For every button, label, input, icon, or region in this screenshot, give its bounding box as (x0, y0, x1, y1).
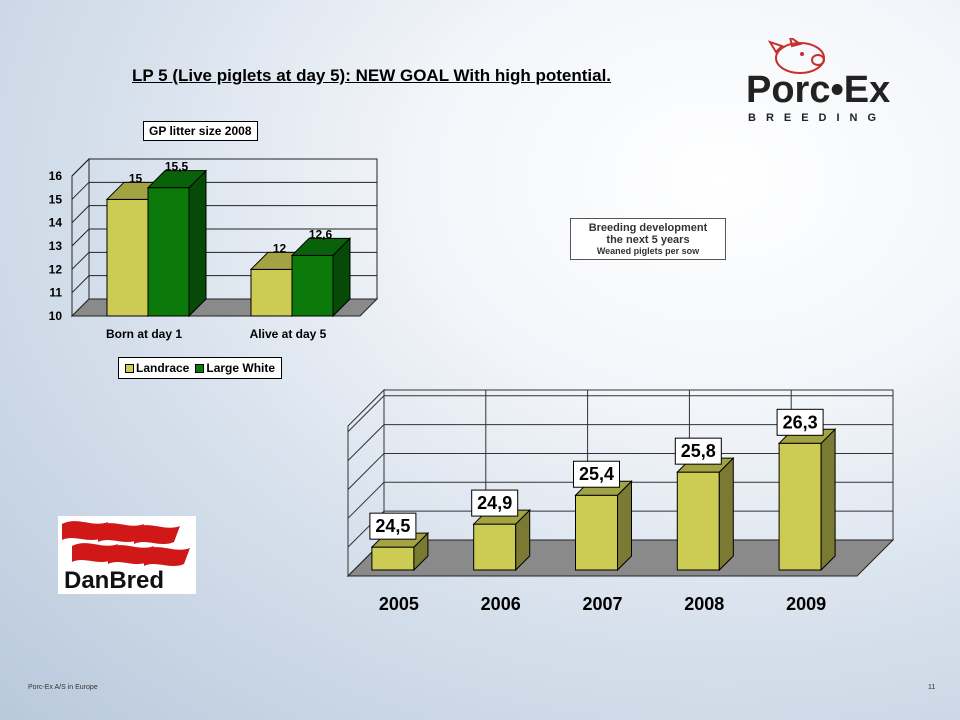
chart1-ytick: 14 (49, 216, 63, 230)
chart1-bar-top (290, 237, 352, 256)
chart2-category-label: 2008 (684, 594, 724, 614)
chart1-ytick: 13 (49, 239, 63, 253)
chart2-bar (676, 456, 735, 572)
chart2-gridline (347, 424, 893, 461)
gp-chart-title: GP litter size 2008 (143, 121, 258, 141)
chart2-data-label-box (471, 489, 519, 517)
porcex-logo: Porc•Ex BREEDING (740, 34, 920, 124)
chart1-bar-front (250, 268, 293, 317)
chart2-gridline (347, 452, 893, 490)
legend-label-landrace: Landrace (136, 361, 190, 375)
page-number: 11 (928, 684, 936, 691)
chart-legend: Landrace Large White (118, 357, 283, 379)
chart2-bar-side (718, 456, 734, 572)
chart1-data-label: 12 (273, 241, 287, 255)
chart1-ytick: 12 (49, 262, 63, 276)
chart1-category-label: Born at day 1 (106, 327, 182, 341)
chart2-bar-front (575, 494, 618, 571)
chart2-data-label-box (369, 512, 417, 540)
chart2-data-label: 24,9 (477, 493, 512, 513)
weaned-piglets-chart: 24,5 2005 24,9 2006 25,4 2007 25,8 2008 26,3 2009 (346, 388, 895, 614)
chart2-category-label: 2009 (786, 594, 826, 614)
chart2-bar (574, 480, 633, 572)
porcex-logo-text: Porc•Ex (746, 69, 890, 111)
chart2-data-label: 25,8 (681, 441, 716, 461)
chart2-data-label: 25,4 (579, 464, 614, 484)
chart2-bar-front (473, 523, 517, 571)
chart2-bar (777, 428, 837, 572)
chart2-data-label-box (674, 437, 722, 465)
chart1-gridline (71, 205, 377, 224)
chart1-category-label: Alive at day 5 (250, 327, 327, 341)
chart1-bar-side (188, 169, 207, 318)
chart2-bar-front (778, 442, 822, 571)
breeding-box-line1: Breeding development (588, 222, 708, 234)
pig-icon (767, 34, 825, 74)
danbred-logo: DanBred (58, 516, 196, 594)
chart1-gridline (71, 158, 377, 177)
chart2-bar-side (617, 480, 632, 572)
chart2-data-label: 26,3 (783, 412, 818, 432)
breeding-box-line2: the next 5 years (606, 234, 690, 246)
chart1-ytick: 11 (49, 286, 62, 300)
chart2-bar-front (371, 546, 415, 571)
chart2-category-label: 2007 (582, 594, 622, 614)
chart1-ytick: 16 (49, 169, 63, 183)
legend-label-large-white: Large White (206, 361, 276, 375)
legend-item-large-white: Large White (195, 361, 275, 375)
chart2-category-label: 2006 (481, 594, 521, 614)
chart1-ytick: 15 (49, 192, 63, 206)
chart2-data-label-box (573, 460, 620, 488)
legend-item-landrace: Landrace (125, 361, 189, 375)
chart2-bar (472, 508, 531, 572)
legend-swatch-landrace (125, 363, 134, 373)
chart1-bar (290, 237, 352, 318)
breeding-box-line3: Weaned piglets per sow (596, 246, 700, 256)
chart1-bar-top (146, 170, 208, 189)
chart1-data-label: 15 (129, 171, 143, 185)
chart1-bar-front (147, 187, 190, 317)
chart1-data-label: 15,5 (165, 160, 189, 174)
chart2-category-label: 2005 (379, 594, 419, 614)
chart1-gridline (71, 181, 377, 200)
legend-swatch-large-white (195, 363, 205, 373)
chart1-data-label: 12,6 (309, 227, 333, 241)
porcex-logo-subtext: BREEDING (748, 112, 886, 124)
chart2-gridline (347, 395, 893, 433)
chart2-bar-front (676, 471, 720, 571)
footer-company: Porc-Ex A/S in Europe (28, 684, 98, 691)
chart1-ytick: 10 (49, 309, 63, 323)
page-title: LP 5 (Live piglets at day 5): NEW GOAL W… (132, 66, 612, 85)
chart2-bar-side (820, 428, 836, 572)
danbred-flag-icon (62, 521, 190, 566)
chart1-bar (146, 169, 208, 318)
breeding-development-box: Breeding development the next 5 years We… (570, 218, 726, 260)
chart2-data-label: 24,5 (375, 516, 410, 536)
chart1-bar-front (106, 198, 149, 317)
chart1-gridline (71, 228, 377, 247)
chart2-data-label-box (776, 408, 824, 436)
chart1-bar-front (291, 254, 334, 317)
danbred-logo-text: DanBred (64, 567, 164, 594)
